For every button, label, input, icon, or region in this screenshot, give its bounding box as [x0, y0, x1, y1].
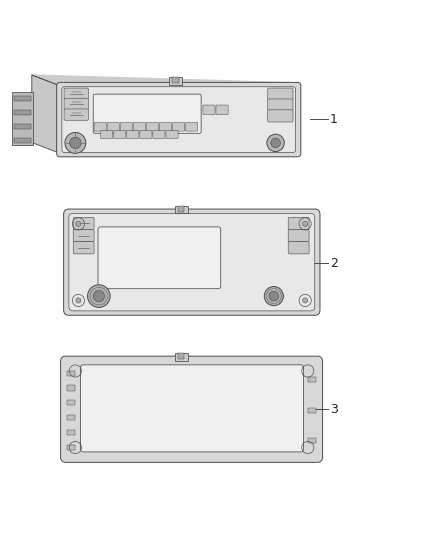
Bar — [67, 370, 75, 376]
FancyBboxPatch shape — [133, 123, 145, 131]
Bar — [12, 92, 33, 144]
FancyBboxPatch shape — [159, 123, 172, 131]
Bar — [175, 206, 187, 213]
Circle shape — [76, 221, 81, 227]
FancyBboxPatch shape — [64, 209, 320, 315]
Text: 1: 1 — [330, 113, 338, 126]
Bar — [14, 110, 32, 115]
Polygon shape — [32, 75, 297, 86]
Circle shape — [65, 133, 86, 154]
FancyBboxPatch shape — [166, 131, 178, 139]
FancyBboxPatch shape — [140, 131, 152, 139]
FancyBboxPatch shape — [268, 99, 293, 111]
FancyBboxPatch shape — [64, 99, 88, 110]
Bar — [308, 438, 317, 443]
FancyBboxPatch shape — [153, 131, 165, 139]
FancyBboxPatch shape — [288, 241, 309, 254]
Circle shape — [269, 292, 279, 301]
FancyBboxPatch shape — [101, 131, 113, 139]
FancyBboxPatch shape — [81, 365, 304, 452]
FancyBboxPatch shape — [268, 110, 293, 122]
Bar — [169, 77, 182, 85]
FancyBboxPatch shape — [73, 241, 94, 254]
Text: 2: 2 — [330, 256, 338, 270]
FancyBboxPatch shape — [114, 131, 126, 139]
FancyBboxPatch shape — [288, 230, 309, 241]
Bar — [178, 206, 184, 212]
FancyBboxPatch shape — [69, 213, 315, 311]
FancyBboxPatch shape — [216, 105, 228, 115]
Circle shape — [271, 138, 280, 148]
FancyBboxPatch shape — [73, 230, 94, 241]
FancyBboxPatch shape — [93, 94, 201, 133]
Bar — [308, 408, 317, 413]
FancyBboxPatch shape — [62, 87, 296, 152]
FancyBboxPatch shape — [288, 217, 309, 230]
FancyBboxPatch shape — [73, 217, 94, 230]
FancyBboxPatch shape — [107, 123, 119, 131]
Circle shape — [70, 137, 81, 149]
FancyBboxPatch shape — [120, 123, 132, 131]
Text: 3: 3 — [330, 403, 338, 416]
FancyBboxPatch shape — [173, 123, 185, 131]
FancyBboxPatch shape — [203, 105, 215, 115]
Circle shape — [303, 298, 308, 303]
Bar — [175, 353, 187, 360]
Circle shape — [303, 221, 308, 227]
FancyBboxPatch shape — [57, 83, 301, 157]
FancyBboxPatch shape — [64, 88, 88, 99]
Circle shape — [76, 298, 81, 303]
Bar — [14, 138, 32, 143]
Bar — [67, 415, 75, 420]
Circle shape — [267, 134, 284, 151]
Circle shape — [93, 290, 105, 302]
Bar — [14, 96, 32, 101]
FancyBboxPatch shape — [98, 227, 221, 289]
FancyBboxPatch shape — [64, 109, 88, 120]
Bar — [67, 430, 75, 435]
Circle shape — [88, 285, 110, 308]
FancyBboxPatch shape — [268, 88, 293, 100]
FancyBboxPatch shape — [146, 123, 159, 131]
Bar — [67, 445, 75, 450]
FancyBboxPatch shape — [185, 123, 198, 131]
FancyBboxPatch shape — [60, 356, 322, 462]
FancyBboxPatch shape — [127, 131, 139, 139]
Bar — [308, 377, 317, 382]
Bar — [67, 385, 75, 391]
Bar — [178, 353, 184, 359]
Bar — [173, 77, 179, 83]
Circle shape — [264, 287, 283, 305]
Polygon shape — [32, 75, 60, 154]
FancyBboxPatch shape — [94, 123, 106, 131]
Bar — [67, 400, 75, 405]
Bar — [14, 124, 32, 129]
